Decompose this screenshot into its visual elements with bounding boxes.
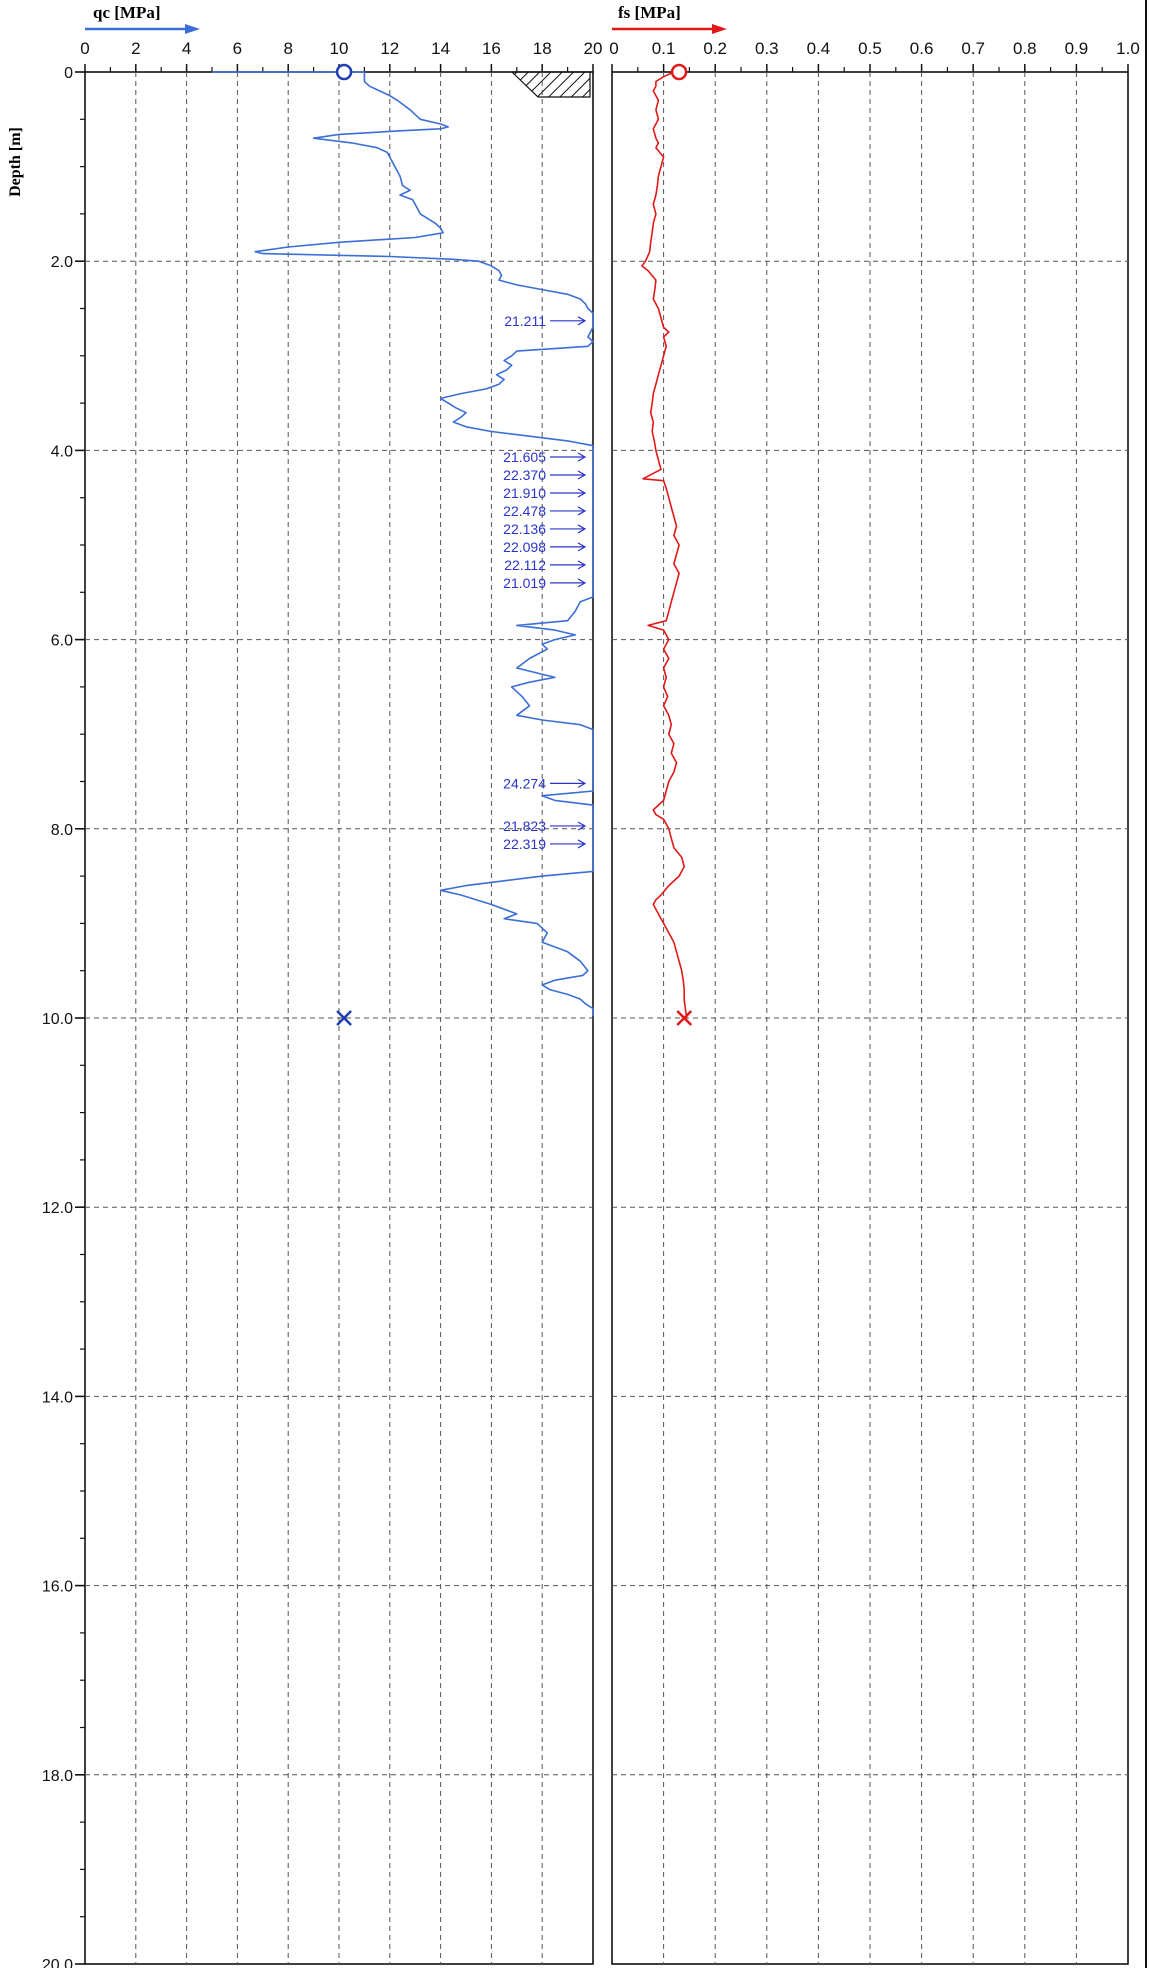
qc-annotation-label: 22.478 (503, 503, 546, 519)
qc-annotation-arrowhead (577, 488, 587, 498)
qc-series-group (212, 71, 594, 1017)
qc-annotation-arrowhead (577, 506, 587, 516)
qc-axis-title-group: qc [MPa] (85, 3, 200, 34)
fs-series-line (641, 71, 688, 1019)
qc-annotation-label: 21.910 (503, 485, 546, 501)
qc-x-tick-label: 12 (380, 39, 399, 58)
qc-annotation-label: 21.605 (503, 449, 546, 465)
qc-annotation-arrowhead (577, 578, 587, 588)
fs-grid (612, 72, 1128, 1964)
qc-x-tick-label: 4 (182, 39, 191, 58)
fs-x-tick-label: 0.4 (807, 39, 831, 58)
qc-annotation-label: 22.098 (503, 539, 546, 555)
depth-tick-label: 8.0 (51, 822, 73, 839)
qc-annotation-label: 21.211 (504, 313, 546, 329)
depth-tick-label: 16.0 (42, 1579, 73, 1596)
depth-tick-label: 4.0 (51, 443, 73, 460)
qc-x-tick-label: 2 (131, 39, 140, 58)
qc-annotation-arrowhead (577, 560, 587, 570)
qc-annotations: 21.211 21.605 22.370 21.910 22.478 22.136 22.0… (503, 313, 587, 852)
fs-x-ticks: 0 0.1 0.2 0.3 0.4 0.5 0.6 0.7 0.8 0.9 1.0 (609, 39, 1140, 72)
qc-annotation-arrowhead (577, 542, 587, 552)
qc-grid (85, 72, 593, 1964)
depth-tick-label: 2.0 (51, 254, 73, 271)
qc-annotation-label: 24.274 (503, 775, 546, 791)
qc-annotation-label: 21.019 (503, 575, 546, 591)
fs-series-group (641, 71, 688, 1019)
fs-x-tick-label: 0.8 (1013, 39, 1037, 58)
qc-annotation-label: 21.823 (503, 818, 546, 834)
depth-ticks: 0 2.0 4.0 6.0 8.0 10.0 12.0 14.0 16.0 18.0 20.0 (42, 65, 85, 1968)
qc-annotation-arrowhead (577, 839, 587, 849)
fs-axis-title: fs [MPa] (618, 3, 681, 22)
fs-marker-circle (670, 63, 688, 81)
qc-annotation-arrowhead (577, 524, 587, 534)
qc-x-ticks: 0 2 4 6 8 10 12 14 16 18 20 (80, 39, 602, 72)
qc-x-tick-label: 20 (584, 39, 603, 58)
qc-annotation-arrowhead (577, 821, 587, 831)
qc-x-tick-label: 16 (482, 39, 501, 58)
qc-x-tick-label: 14 (431, 39, 450, 58)
qc-x-tick-label: 8 (283, 39, 292, 58)
qc-annotation-arrowhead (577, 778, 587, 788)
qc-annotation-arrowhead (577, 470, 587, 480)
depth-tick-label: 10.0 (42, 1011, 73, 1028)
qc-annotation-arrowhead (577, 316, 587, 326)
fs-marker-cross-b (676, 1010, 693, 1026)
qc-axis-title: qc [MPa] (93, 3, 161, 22)
qc-x-tick-label: 0 (80, 39, 89, 58)
fs-x-tick-label: 1.0 (1116, 39, 1140, 58)
fs-axis-arrowhead (712, 24, 727, 34)
surface-hatch-symbol (510, 71, 591, 98)
fs-x-tick-label: 0.7 (961, 39, 985, 58)
depth-tick-label: 20.0 (42, 1957, 73, 1968)
depth-axis-title: Depth [m] (7, 127, 24, 197)
qc-axis-arrowhead (185, 24, 200, 34)
depth-tick-label: 6.0 (51, 633, 73, 650)
qc-series-line (212, 71, 594, 1017)
depth-tick-label: 12.0 (42, 1200, 73, 1217)
fs-x-tick-label: 0.9 (1065, 39, 1089, 58)
qc-annotation-label: 22.319 (503, 836, 546, 852)
fs-x-tick-label: 0.1 (652, 39, 676, 58)
qc-annotation-label: 22.370 (503, 467, 546, 483)
qc-x-tick-label: 18 (533, 39, 552, 58)
fs-x-tick-label: 0 (609, 39, 618, 58)
depth-tick-label: 18.0 (42, 1768, 73, 1785)
depth-tick-label: 14.0 (42, 1389, 73, 1406)
markers-group (335, 63, 693, 1026)
qc-marker-cross-b (336, 1010, 352, 1026)
fs-x-tick-label: 0.3 (755, 39, 779, 58)
qc-annotation-label: 22.136 (503, 521, 546, 537)
fs-x-tick-label: 0.5 (858, 39, 882, 58)
qc-annotation-arrowhead (577, 452, 587, 462)
fs-x-tick-label: 0.6 (910, 39, 934, 58)
depth-tick-label: 0 (64, 65, 73, 82)
qc-x-tick-label: 6 (233, 39, 242, 58)
fs-x-tick-label: 0.2 (703, 39, 727, 58)
fs-axis-title-group: fs [MPa] (612, 3, 727, 34)
qc-x-tick-label: 10 (330, 39, 349, 58)
qc-annotation-label: 22.112 (504, 557, 546, 573)
qc-marker-circle (335, 63, 353, 81)
